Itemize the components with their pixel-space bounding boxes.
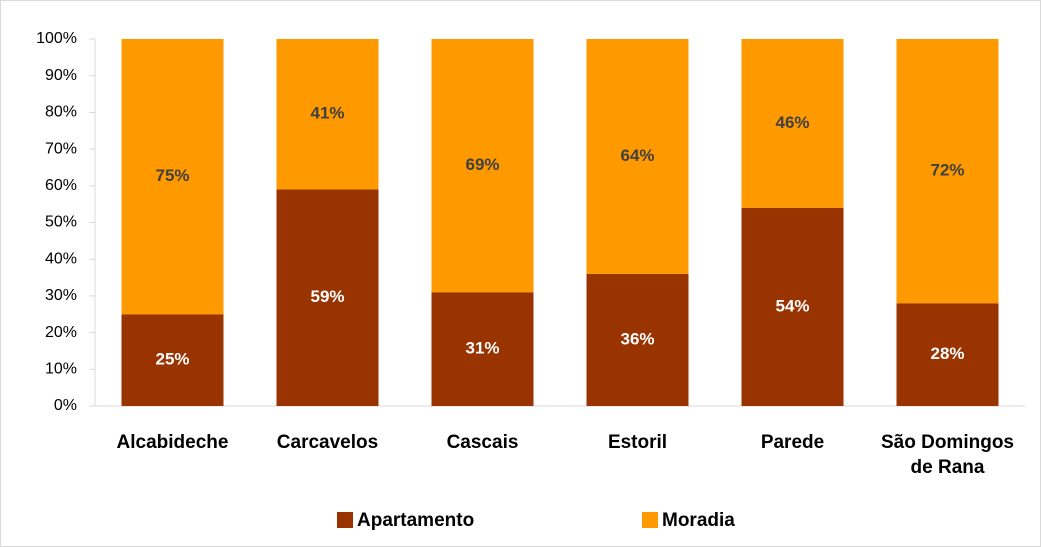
y-tick-label: 80% [45, 104, 77, 121]
bar-segment [121, 314, 224, 406]
bar-segment [586, 273, 689, 406]
data-label: 54% [775, 296, 809, 315]
y-tick-label: 20% [45, 324, 77, 341]
data-label: 31% [465, 339, 499, 358]
legend-swatch [642, 512, 658, 528]
x-tick-label: Alcabideche [116, 432, 229, 453]
data-label: 46% [775, 113, 809, 132]
bar-segment [896, 39, 999, 304]
legend-swatch [337, 512, 353, 528]
data-label: 36% [620, 329, 654, 348]
data-label: 72% [930, 161, 964, 180]
y-tick-label: 40% [45, 250, 77, 267]
data-label: 75% [155, 166, 189, 185]
data-label: 41% [310, 104, 344, 123]
y-tick-label: 70% [45, 140, 77, 157]
data-label: 59% [310, 287, 344, 306]
bar-segment [431, 292, 534, 406]
y-tick-label: 30% [45, 287, 77, 304]
bar-segment [431, 39, 534, 293]
bar-segment [741, 207, 844, 406]
bar-segment [121, 39, 224, 315]
data-label: 69% [465, 155, 499, 174]
data-label: 28% [930, 344, 964, 363]
bar-segment [276, 39, 379, 190]
x-tick-label: Carcavelos [276, 432, 379, 453]
x-tick-label: Estoril [607, 432, 668, 453]
bar-segment [741, 39, 844, 208]
bar-segment [586, 39, 689, 274]
data-label: 64% [620, 146, 654, 165]
y-tick-label: 100% [36, 30, 77, 47]
bar-segment [276, 189, 379, 406]
x-tick-label: São Domingos de Rana [880, 432, 1014, 478]
y-tick-label: 60% [45, 177, 77, 194]
x-tick-label: Parede [760, 432, 825, 453]
y-tick-label: 90% [45, 67, 77, 84]
legend-label: Moradia [662, 510, 735, 531]
y-tick-label: 50% [45, 214, 77, 231]
bar-segment [896, 303, 999, 406]
legend-label: Apartamento [357, 510, 474, 531]
x-tick-label: Cascais [446, 432, 519, 453]
y-tick-label: 0% [54, 397, 77, 414]
y-tick-label: 10% [45, 361, 77, 378]
data-label: 25% [155, 350, 189, 369]
